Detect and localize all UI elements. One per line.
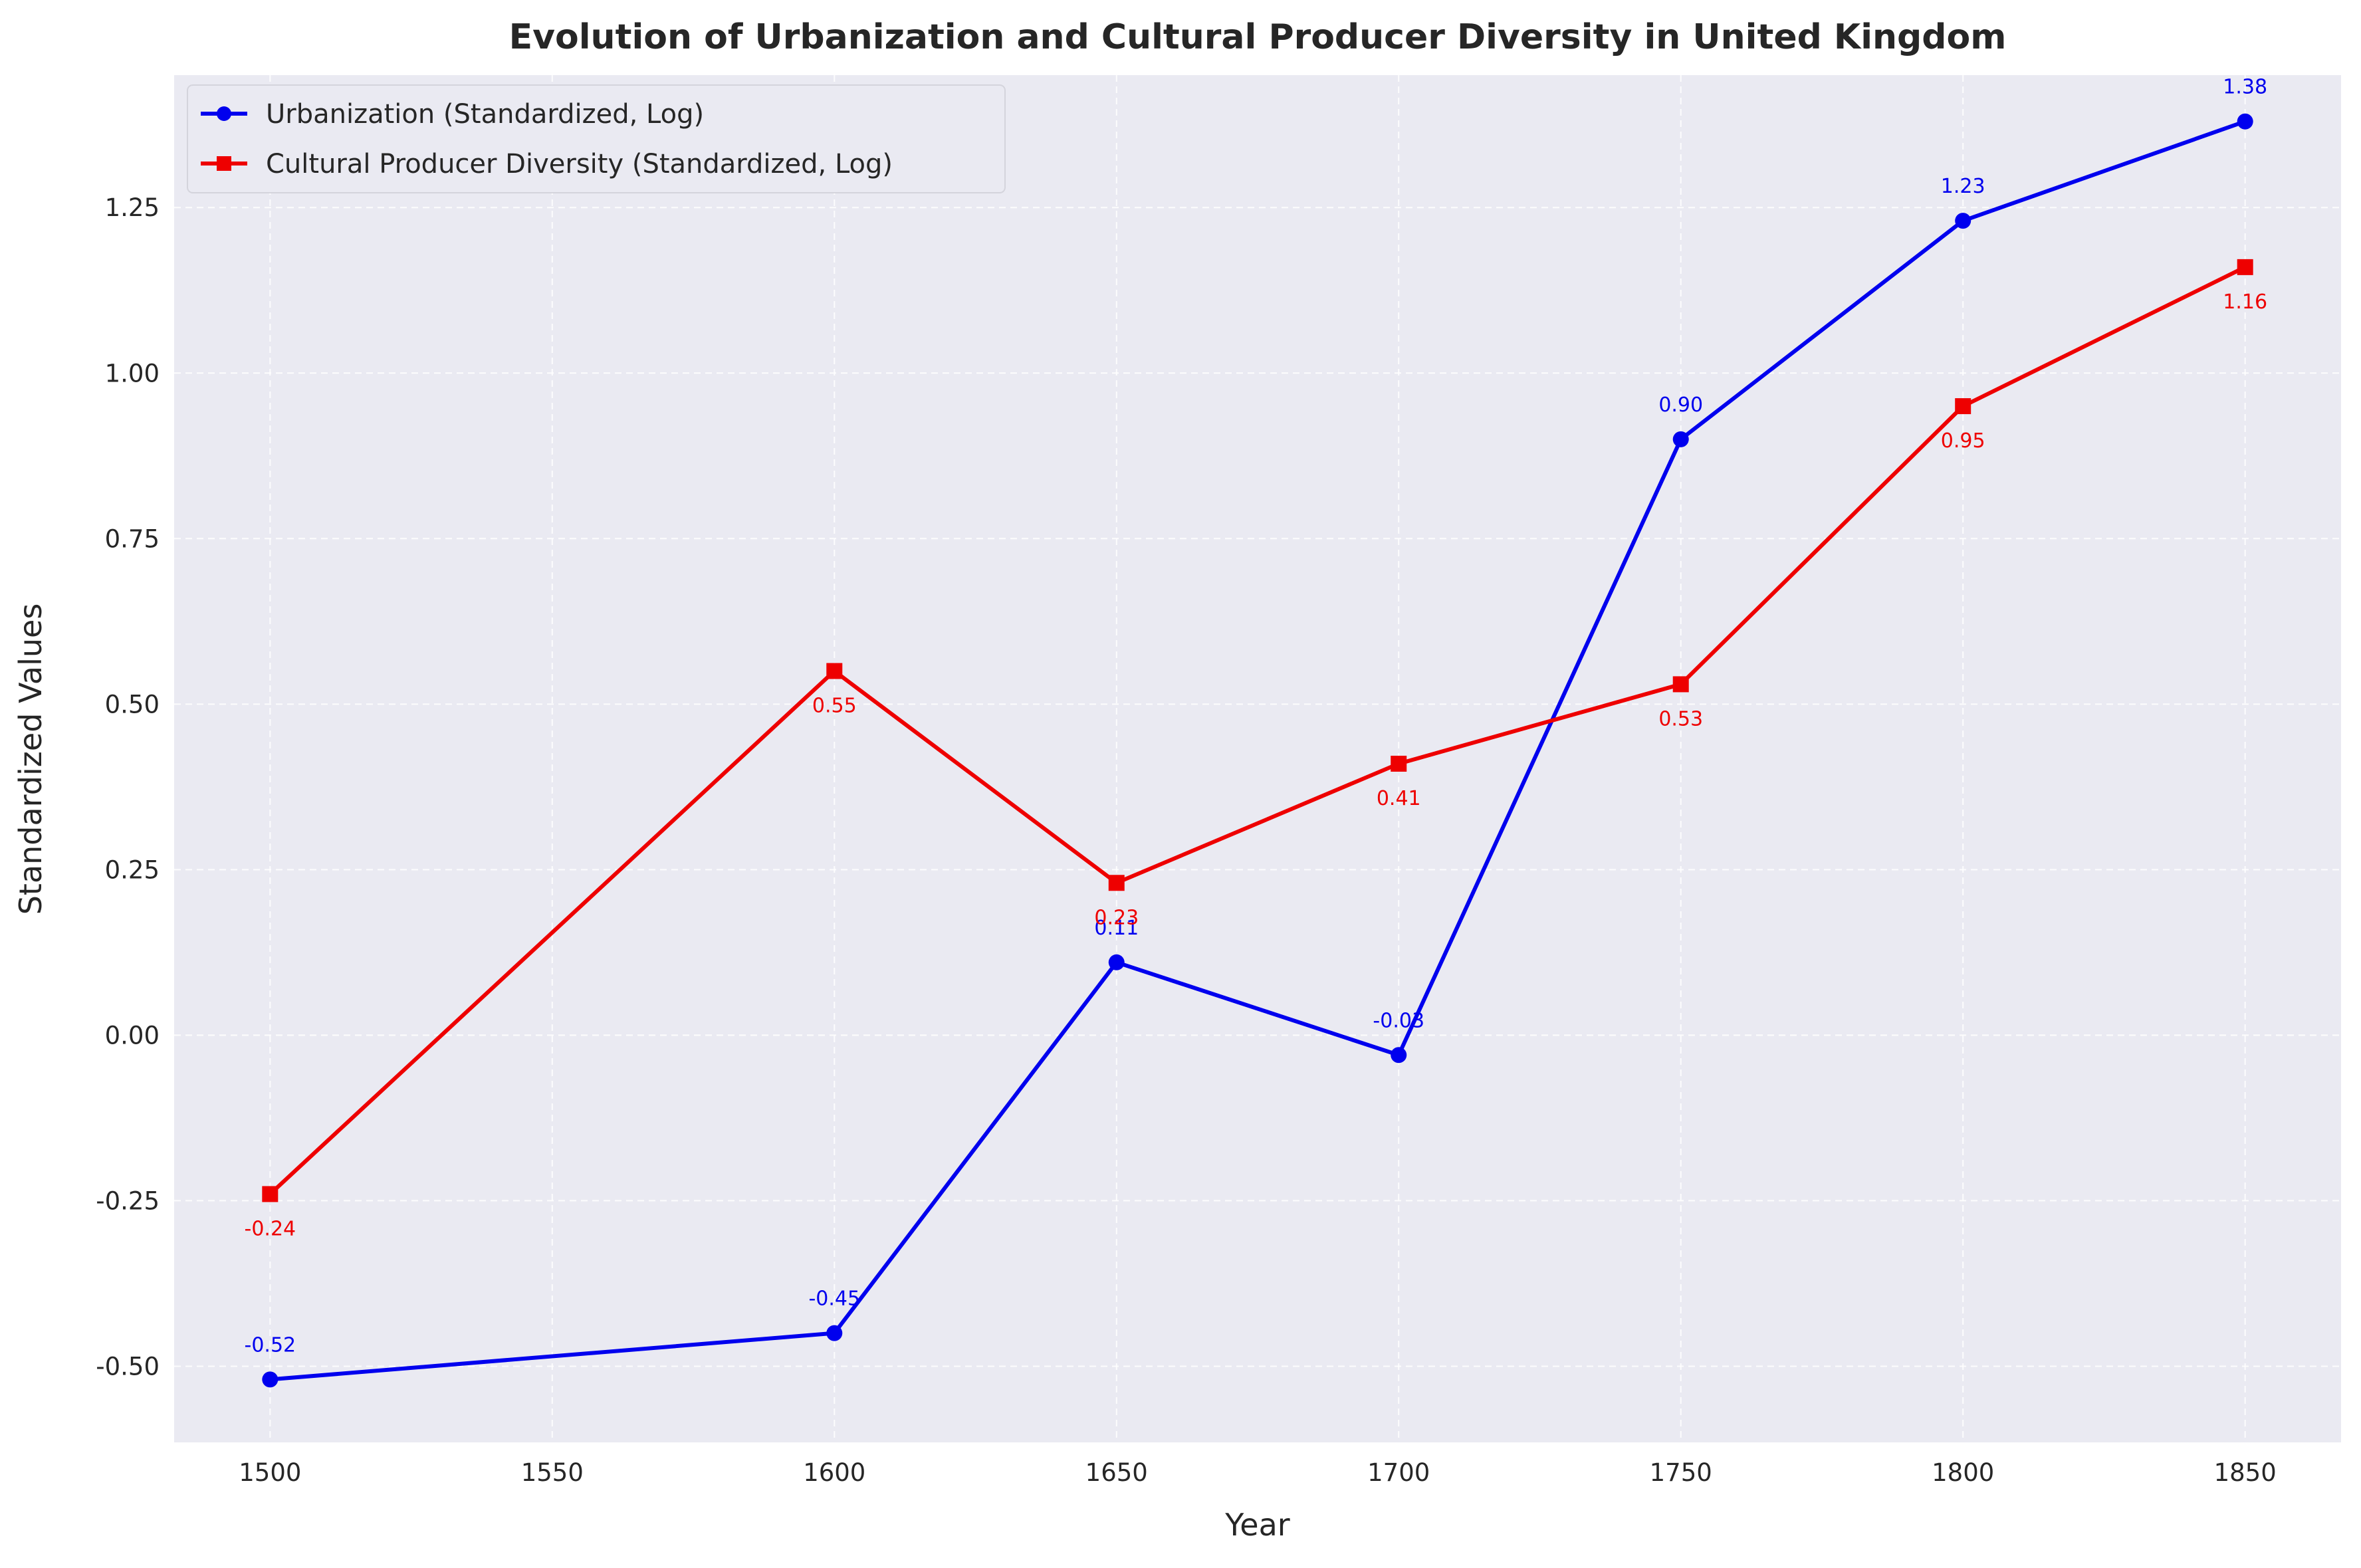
data-point-urbanization — [2237, 113, 2253, 130]
chart-title: Evolution of Urbanization and Cultural P… — [509, 17, 2007, 57]
data-label-cultural-diversity: 0.23 — [1094, 906, 1139, 929]
data-labels: -0.52 -0.45 0.11 -0.03 0.90 1.23 1.38 -0.24 0.55… — [245, 76, 2268, 1357]
data-label-urbanization: 1.38 — [2223, 76, 2267, 99]
x-tick-label: 1650 — [1085, 1458, 1148, 1487]
data-point-cultural-diversity — [2237, 259, 2253, 275]
series — [262, 113, 2253, 1388]
y-tick-label: 0.50 — [105, 690, 160, 719]
legend-label-cultural: Cultural Producer Diversity (Standardize… — [266, 149, 893, 179]
x-tick-label: 1800 — [1932, 1458, 1994, 1487]
data-label-urbanization: 0.90 — [1658, 393, 1703, 417]
data-label-urbanization: -0.45 — [808, 1288, 860, 1311]
y-tick-label: 0.75 — [105, 524, 160, 553]
x-tick-label: 1700 — [1367, 1458, 1430, 1487]
data-point-cultural-diversity — [1672, 676, 1689, 693]
data-label-cultural-diversity: 1.16 — [2223, 290, 2267, 314]
data-label-cultural-diversity: 0.53 — [1658, 707, 1703, 730]
y-tick-label: 1.25 — [105, 193, 160, 222]
y-tick-label: -0.25 — [96, 1186, 160, 1215]
data-label-urbanization: -0.52 — [245, 1333, 296, 1357]
plot-area — [174, 75, 2341, 1442]
data-label-urbanization: -0.03 — [1373, 1009, 1424, 1032]
data-point-urbanization — [1108, 954, 1125, 970]
x-tick-label: 1600 — [803, 1458, 865, 1487]
y-tick-label: 0.25 — [105, 855, 160, 884]
data-point-urbanization — [262, 1371, 279, 1388]
data-label-urbanization: 0.11 — [1094, 917, 1139, 940]
data-point-urbanization — [1955, 213, 1971, 229]
y-tick-label: 1.00 — [105, 359, 160, 388]
y-axis-label: Standardized Values — [13, 604, 49, 915]
x-tick-label: 1850 — [2214, 1458, 2277, 1487]
data-point-urbanization — [826, 1325, 843, 1341]
data-label-cultural-diversity: 0.41 — [1377, 787, 1421, 810]
x-axis: 1500 1550 1600 1650 1700 1750 1800 1850 — [239, 1458, 2277, 1487]
data-point-cultural-diversity — [262, 1186, 279, 1202]
legend-label-urbanization: Urbanization (Standardized, Log) — [266, 99, 704, 130]
legend-marker-urbanization — [217, 106, 231, 121]
legend-marker-cultural — [217, 156, 231, 171]
x-tick-label: 1500 — [239, 1458, 301, 1487]
y-tick-label: -0.50 — [96, 1352, 160, 1381]
x-axis-label: Year — [1224, 1507, 1290, 1543]
x-tick-label: 1750 — [1650, 1458, 1712, 1487]
data-point-urbanization — [1391, 1047, 1407, 1064]
data-label-cultural-diversity: 0.95 — [1941, 429, 1985, 453]
data-point-cultural-diversity — [826, 663, 843, 679]
data-label-cultural-diversity: -0.24 — [245, 1217, 296, 1240]
data-label-urbanization: 1.23 — [1941, 175, 1985, 198]
legend: Urbanization (Standardized, Log) Cultura… — [187, 84, 1006, 193]
data-label-cultural-diversity: 0.55 — [812, 695, 857, 718]
y-axis: -0.50 -0.25 0.00 0.25 0.50 0.75 1.00 1.25 — [96, 193, 160, 1381]
data-point-cultural-diversity — [1955, 398, 1971, 415]
legend-box — [187, 84, 1006, 193]
data-point-urbanization — [1672, 431, 1689, 447]
data-point-cultural-diversity — [1391, 755, 1407, 772]
y-tick-label: 0.00 — [105, 1021, 160, 1050]
x-tick-label: 1550 — [521, 1458, 584, 1487]
data-point-cultural-diversity — [1108, 875, 1125, 891]
